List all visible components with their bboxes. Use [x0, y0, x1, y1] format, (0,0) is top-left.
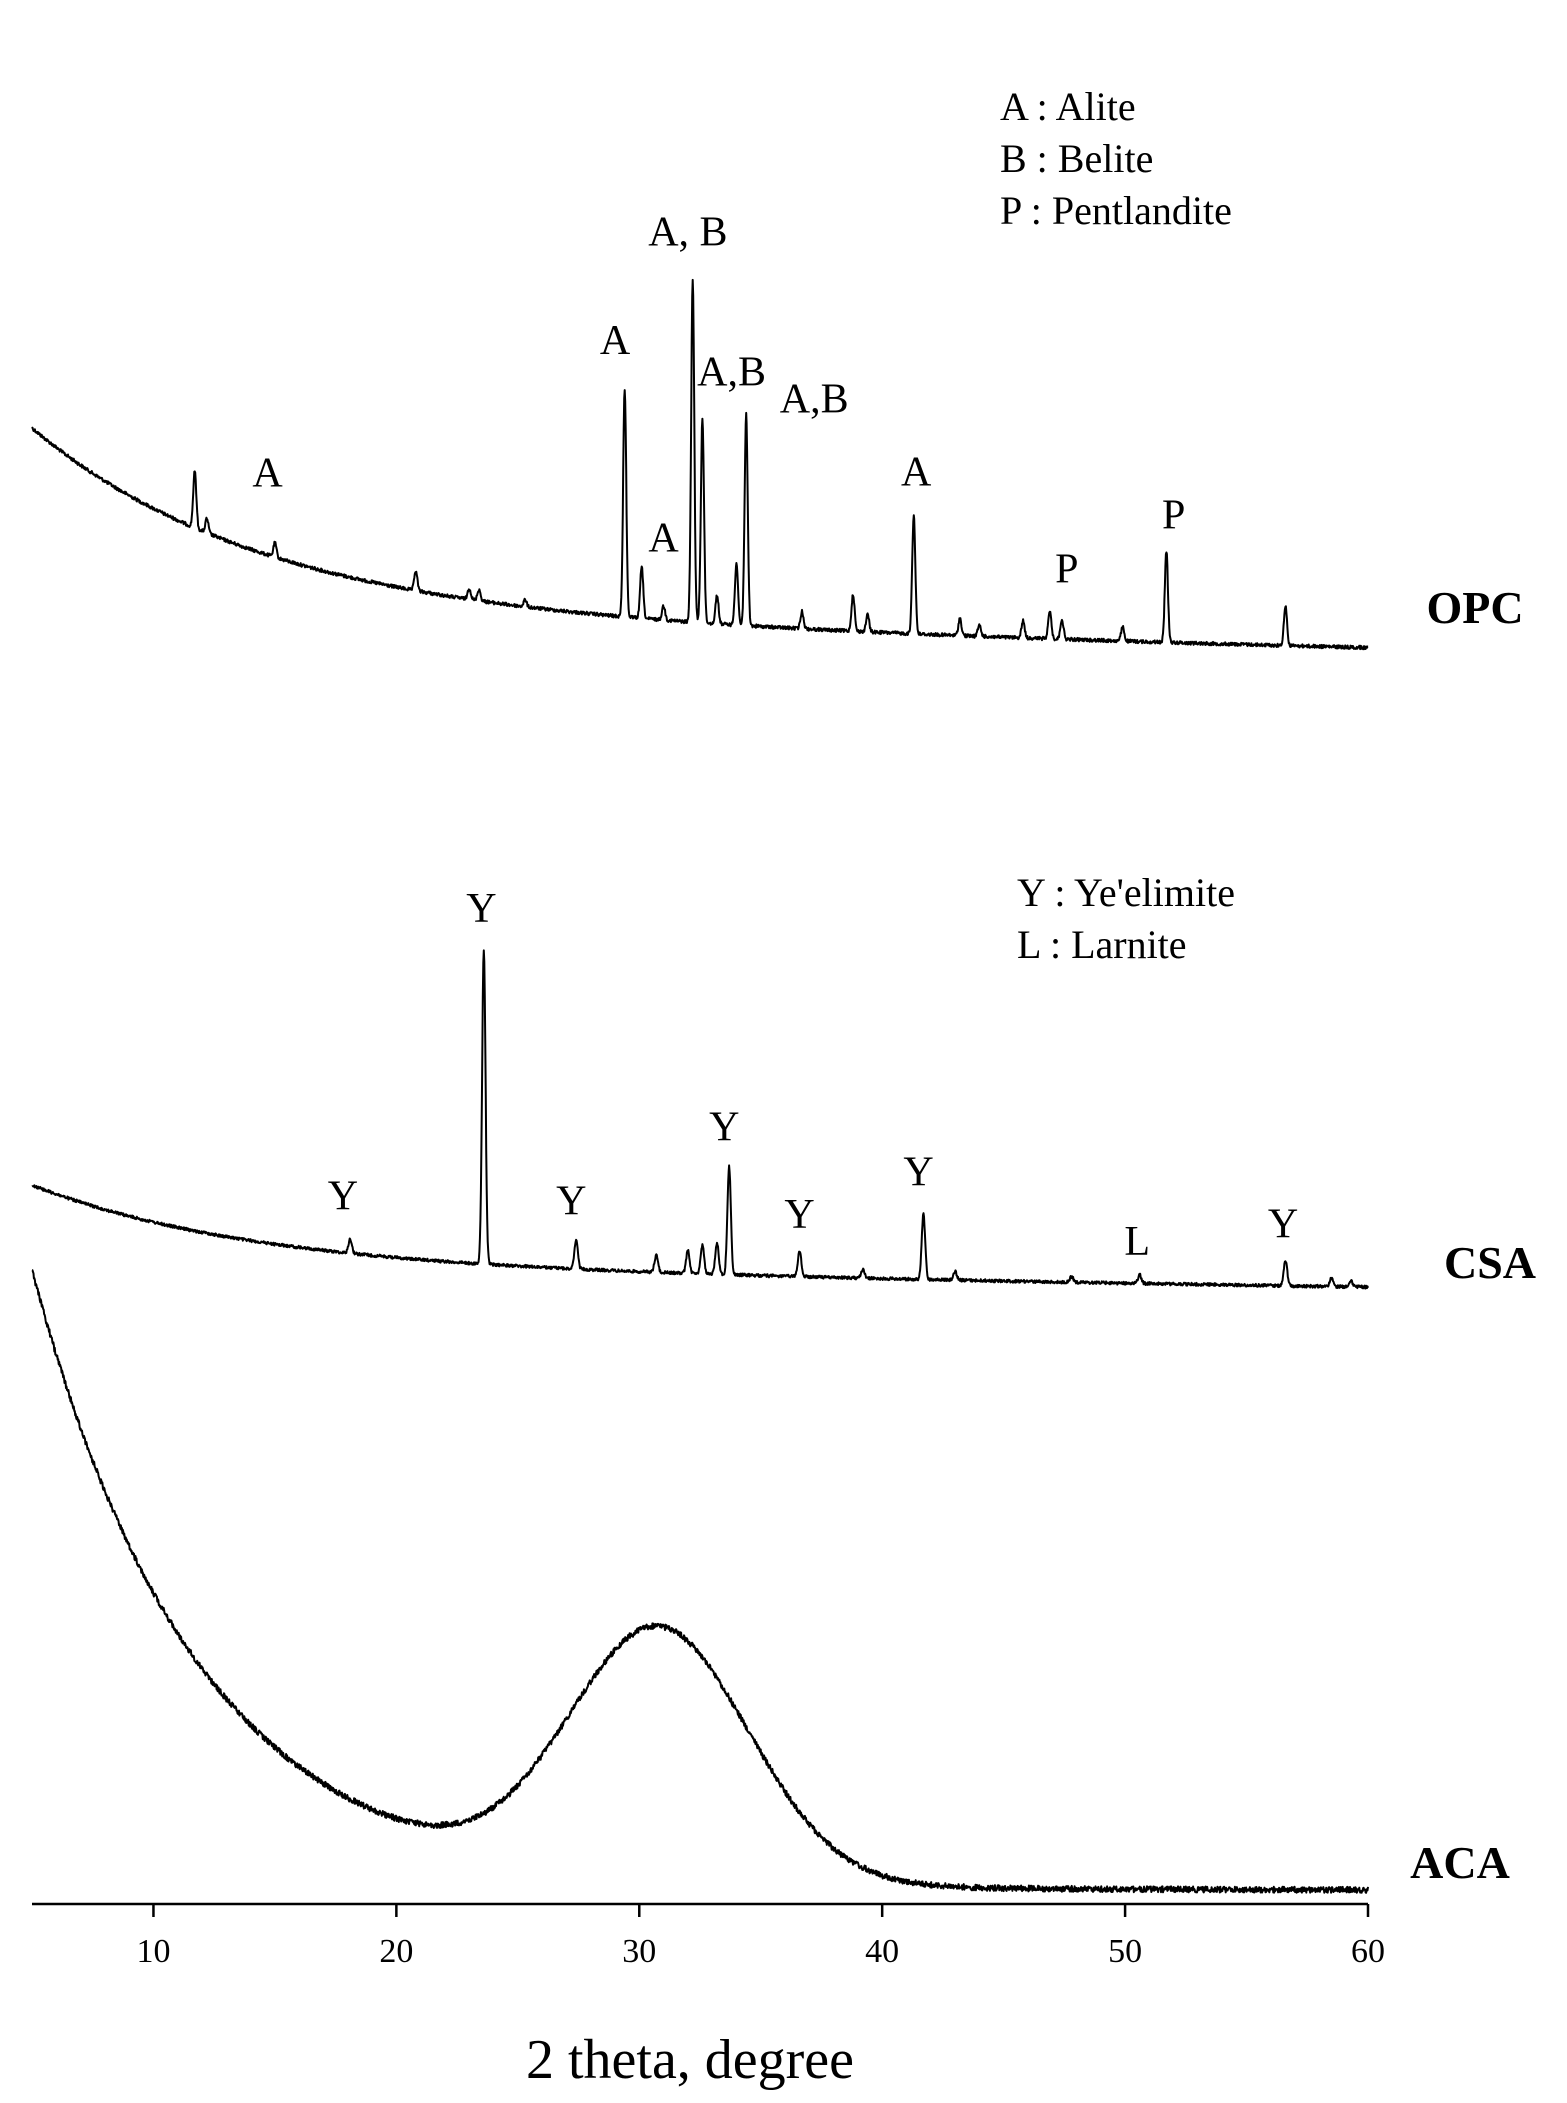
legend-entry: L : Larnite	[1017, 922, 1187, 967]
trace-csa	[31, 949, 1369, 1290]
peak-label: P	[1162, 493, 1185, 539]
peak-label: Y	[556, 1179, 586, 1225]
x-tick-label: 20	[379, 1933, 413, 1970]
legend-entry: P : Pentlandite	[1000, 188, 1232, 233]
legend-entry: B : Belite	[1000, 136, 1153, 181]
peak-label: Y	[784, 1192, 814, 1238]
peak-label: A	[901, 450, 932, 496]
legend-entry: Y : Ye'elimite	[1017, 870, 1235, 915]
peak-label: P	[1055, 546, 1078, 592]
diffraction-traces	[31, 278, 1369, 1894]
trace-opc	[31, 278, 1369, 651]
legend-entry: A : Alite	[1000, 84, 1136, 129]
phase-legends: A : Alite B : Belite P : Pentlandite Y : Ye…	[1000, 84, 1235, 967]
peak-label: Y	[903, 1149, 933, 1195]
peak-label: Y	[466, 886, 496, 932]
series-label-aca: ACA	[1410, 1837, 1510, 1888]
peak-label: Y	[328, 1174, 358, 1220]
series-labels: OPC CSA ACA	[1410, 582, 1536, 1888]
peak-label: Y	[1268, 1201, 1298, 1247]
x-axis-label: 2 theta, degree	[526, 2029, 854, 2091]
peak-label: Y	[709, 1105, 739, 1151]
peak-label: A,B	[697, 349, 766, 395]
peak-label: A	[600, 318, 631, 364]
x-axis-ticks: 10 20 30 40 50 60	[136, 1904, 1385, 1970]
trace-aca	[31, 1269, 1369, 1894]
series-label-csa: CSA	[1444, 1237, 1536, 1288]
x-tick-label: 30	[622, 1933, 656, 1970]
peak-label: A	[252, 451, 283, 497]
x-tick-label: 50	[1108, 1933, 1142, 1970]
peak-label: A	[648, 516, 679, 562]
series-label-opc: OPC	[1426, 582, 1523, 633]
peak-label: L	[1124, 1219, 1150, 1265]
x-tick-label: 10	[136, 1933, 170, 1970]
x-tick-label: 60	[1351, 1933, 1385, 1970]
x-tick-label: 40	[865, 1933, 899, 1970]
peak-label: A, B	[648, 210, 727, 256]
peak-label: A,B	[780, 377, 849, 423]
